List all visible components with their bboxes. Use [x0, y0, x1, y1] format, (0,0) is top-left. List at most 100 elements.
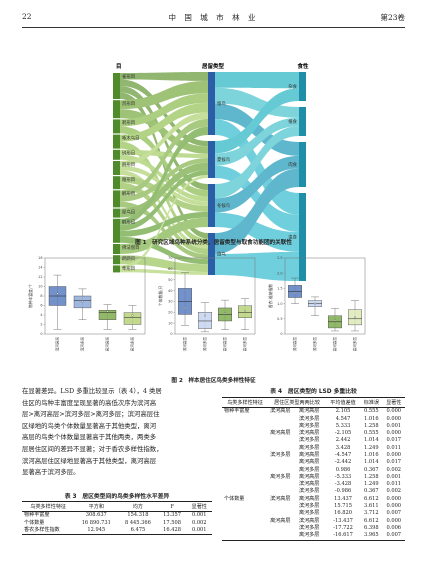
order-residency-flow [120, 149, 208, 158]
category-label: 高河高层 [332, 337, 337, 352]
table-row: 滨河多层 离河高层 -4.547 1.016 0.000 [222, 452, 405, 459]
table-row: 离河高层 滨河高层 -13.437 6.612 0.000 [222, 518, 405, 525]
order-node [113, 161, 120, 175]
order-node [113, 119, 120, 134]
order-residency-flow [120, 126, 208, 225]
box [98, 310, 117, 320]
table-cell: 滨河高层 [270, 495, 291, 502]
table-row: 滨河多层 -17.722 6.398 0.006 [222, 525, 405, 532]
order-residency-flow [120, 170, 208, 231]
table-cell: 滨河高层 [270, 408, 291, 415]
table-row: 离河高层 -2.442 1.014 0.017 [222, 459, 405, 466]
category-label: 滨河多层 [202, 337, 207, 352]
table-cell: -13.437 [333, 517, 353, 524]
y-tick-label: 0.5 [277, 317, 282, 321]
table-cell: 滨河多层 [298, 488, 320, 495]
table-cell: 离河高层 [298, 495, 320, 502]
journal-title: 中 国 城 市 林 业 [168, 13, 259, 22]
mean-point [184, 306, 186, 309]
table-cell: 0.011 [386, 481, 402, 488]
y-tick-label: 12 [38, 275, 42, 279]
table-cell: 1.016 [364, 415, 379, 422]
table-cell: 0.000 [386, 517, 402, 524]
order-residency-flow [120, 102, 208, 142]
table3-caption: 表 3 居区类型间的鸟类多样性水平差异 [64, 494, 170, 500]
table-cell: 13.437 [334, 495, 352, 502]
order-node [113, 190, 120, 208]
table-cell [222, 481, 268, 488]
table-cell: -17.722 [333, 524, 353, 531]
table-cell: 1.258 [364, 473, 379, 480]
table-cell [222, 416, 268, 423]
order-label: 隼形目 [122, 265, 135, 272]
table-cell: 16.428 [157, 526, 187, 536]
y-tick-label: 0 [40, 332, 42, 336]
table4-caption: 表 4 居区类型的 LSD 多重比较 [270, 389, 357, 395]
residency-diet-flow [215, 103, 299, 156]
order-label: 啄木鸟目 [122, 134, 140, 141]
order-label: 鸽形目 [122, 100, 135, 107]
table-cell: 4.547 [335, 415, 351, 422]
text-line: 住区的鸟种丰富度呈现显著的高低次序为滨河高 [22, 398, 157, 407]
table-cell: 1.014 [364, 437, 379, 444]
y-tick-label: 40 [168, 289, 172, 293]
diet-node [299, 193, 306, 281]
table-cell: 308.637 [85, 512, 107, 519]
table-row: 离河多层 5.333 1.258 0.001 [222, 423, 405, 430]
order-node [113, 100, 120, 119]
table-cell: 香农多样性指数 [22, 526, 75, 536]
table-cell: -4.547 [334, 451, 352, 458]
table-cell: -16.617 [325, 532, 361, 541]
order-residency-flow [120, 170, 208, 249]
y-tick-label: 14 [38, 266, 42, 270]
table-cell [222, 510, 268, 517]
table-cell: 0.006 [386, 524, 402, 531]
mean-point [106, 310, 109, 313]
table-cell: 物种丰富度 [224, 408, 250, 415]
table-cell: 物种丰富度 [24, 512, 50, 519]
table-cell: 0.007 [382, 532, 405, 541]
alluvial-nodes [113, 72, 306, 281]
table-cell: 1.014 [364, 459, 379, 466]
table-cell: 离河多层 [298, 444, 320, 451]
table-cell: 0.555 [364, 408, 379, 415]
figure1-caption: 图 1 研究区域鸟种系统分类、居留类型与取食功能团的关联性 [135, 240, 292, 246]
table-cell: 0.007 [386, 510, 402, 517]
table-cell [222, 467, 268, 474]
residency-diet-flow [215, 88, 299, 154]
table-row: 个体数量 滨河高层 离河高层 13.437 6.612 0.000 [222, 496, 405, 503]
residency-diet-flow [215, 117, 299, 166]
table-cell: 6.612 [364, 517, 379, 524]
order-label: 鹳形目 [122, 190, 135, 197]
table-cell: 16 890.731 [81, 519, 111, 526]
table4-header: 居住区类型两两比较 [268, 396, 326, 409]
residency-diet-flow [215, 72, 299, 89]
table-cell: 离河多层 [296, 532, 326, 541]
residency-node [208, 233, 215, 275]
order-residency-flow [120, 255, 208, 272]
order-node [113, 176, 120, 190]
table-cell: -0.986 [334, 488, 352, 495]
table-cell: 离河多层 [270, 473, 291, 480]
order-residency-flow [120, 211, 208, 237]
table3-header: F [157, 500, 187, 513]
plot-frame [284, 257, 366, 335]
mean-point [224, 312, 226, 315]
mean-point [81, 300, 84, 303]
table-cell: 离河高层 [298, 459, 320, 466]
order-node [113, 218, 120, 243]
y-tick-label: 1.5 [277, 287, 282, 291]
order-residency-flow [120, 112, 208, 166]
table-cell: 1.249 [364, 481, 379, 488]
table-cell [268, 481, 297, 488]
table-row: 离河多层 0.986 0.367 0.002 [222, 467, 405, 474]
order-label: 佛法僧目 [122, 244, 140, 251]
y-tick-label: 2 [40, 323, 42, 327]
table3-header: 均方 [118, 500, 158, 513]
mean-point [56, 292, 59, 295]
diet-label: 虫食 [288, 234, 297, 241]
table-row: 滨河多层 4.547 1.016 0.000 [222, 416, 405, 423]
table-cell: 滨河多层 [270, 451, 291, 458]
category-label: 滨河多层 [80, 337, 85, 352]
